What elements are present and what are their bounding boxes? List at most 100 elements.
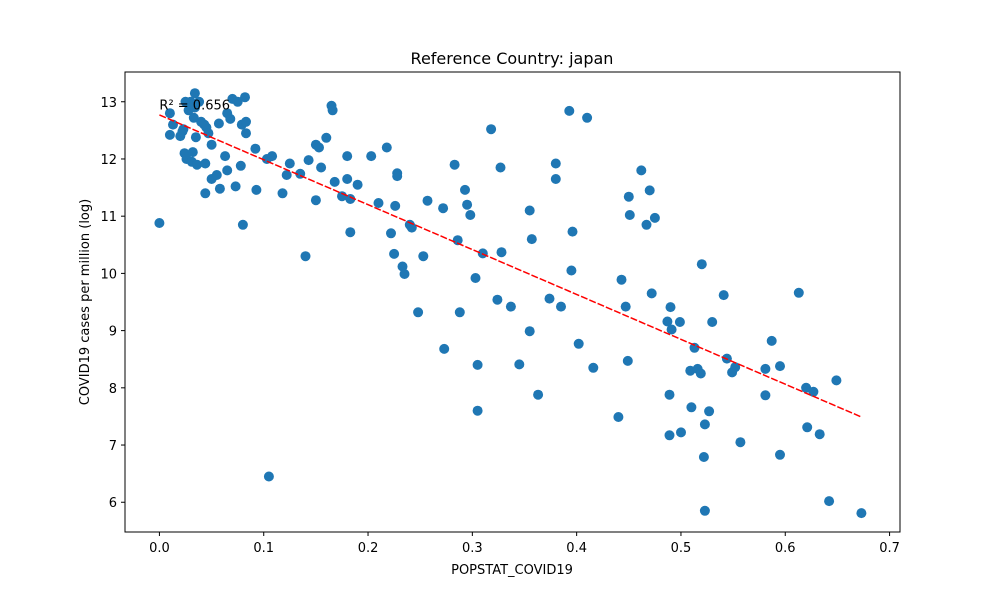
data-point — [418, 251, 429, 262]
data-point — [192, 159, 202, 170]
data-point — [472, 359, 483, 370]
data-point — [263, 471, 274, 482]
data-point — [616, 274, 627, 285]
data-point — [250, 143, 261, 154]
data-point — [730, 362, 741, 373]
points-layer — [154, 88, 867, 519]
data-point — [366, 151, 377, 162]
data-point — [386, 228, 396, 239]
data-point — [232, 96, 243, 107]
trend-layer — [159, 114, 862, 418]
data-point — [178, 124, 189, 135]
data-point — [373, 198, 384, 208]
data-point — [345, 194, 356, 204]
data-point — [392, 171, 403, 182]
data-point — [524, 326, 535, 337]
data-point — [164, 129, 175, 140]
y-tick-label: 6 — [109, 496, 117, 511]
data-point — [808, 386, 819, 397]
data-point — [824, 496, 835, 507]
data-point — [470, 273, 481, 283]
data-point — [613, 412, 624, 422]
data-point — [802, 422, 813, 433]
data-point — [514, 359, 525, 370]
data-point — [674, 317, 685, 327]
data-point — [327, 105, 338, 116]
data-point — [389, 248, 400, 259]
data-point — [352, 179, 363, 190]
data-point — [624, 210, 635, 220]
data-point — [623, 191, 634, 202]
data-point — [465, 210, 476, 220]
data-point — [831, 375, 842, 386]
data-point — [641, 219, 652, 230]
data-point — [544, 293, 555, 304]
data-point — [696, 259, 707, 270]
data-point — [486, 124, 497, 135]
data-point — [277, 188, 288, 199]
x-tick-label: 0.0 — [149, 541, 170, 556]
data-point — [154, 218, 165, 228]
data-point — [775, 449, 785, 460]
data-point — [189, 88, 200, 99]
data-point — [492, 294, 503, 305]
y-tick-label: 11 — [100, 210, 117, 225]
data-point — [556, 301, 566, 312]
trend-line — [159, 114, 862, 418]
data-point — [664, 430, 675, 441]
data-point — [381, 142, 392, 153]
data-point — [200, 158, 211, 169]
data-point — [460, 184, 470, 195]
data-point — [718, 290, 729, 301]
data-point — [222, 165, 233, 176]
data-point — [620, 301, 631, 312]
data-point — [316, 162, 327, 173]
data-point — [636, 165, 647, 176]
data-point — [235, 160, 246, 171]
y-tick-label: 10 — [100, 267, 117, 282]
data-point — [454, 307, 465, 318]
data-point — [345, 227, 356, 238]
data-point — [194, 96, 205, 107]
data-point — [462, 199, 473, 210]
data-point — [644, 185, 655, 196]
x-tick-label: 0.3 — [462, 541, 483, 556]
data-point — [666, 324, 677, 335]
x-tick-label: 0.6 — [775, 541, 796, 556]
data-point — [707, 317, 718, 327]
data-point — [190, 132, 201, 143]
data-point — [168, 119, 178, 130]
r-squared-annotation: R² = 0.656 — [159, 99, 230, 114]
data-point — [342, 174, 353, 184]
data-point — [526, 234, 537, 245]
x-axis-title: POPSTAT_COVID19 — [451, 563, 573, 578]
x-tick-label: 0.5 — [671, 541, 692, 556]
y-tick-label: 9 — [109, 325, 117, 340]
y-tick-label: 13 — [100, 96, 117, 111]
data-point — [422, 195, 433, 206]
data-point — [449, 159, 460, 170]
data-point — [495, 162, 506, 173]
data-point — [564, 105, 575, 116]
data-point — [567, 226, 578, 237]
data-point — [439, 343, 450, 354]
data-point — [206, 139, 217, 150]
data-point — [573, 338, 584, 349]
data-point — [251, 184, 262, 195]
data-point — [472, 405, 483, 416]
data-point — [646, 288, 657, 299]
data-point — [760, 363, 771, 374]
data-point — [284, 158, 295, 169]
x-tick-label: 0.4 — [566, 541, 587, 556]
plot-frame — [124, 71, 901, 533]
data-point — [214, 183, 225, 194]
data-point — [310, 195, 321, 206]
y-tick-label: 12 — [100, 153, 117, 168]
x-tick-label: 0.1 — [253, 541, 274, 556]
data-point — [213, 118, 224, 129]
data-point — [622, 355, 633, 366]
data-point — [766, 335, 777, 346]
data-point — [342, 151, 353, 162]
data-point — [281, 170, 292, 180]
